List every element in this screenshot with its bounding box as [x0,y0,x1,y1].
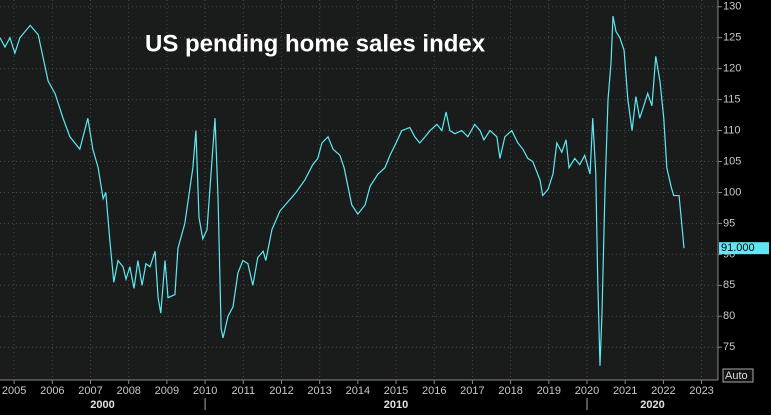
x-tick-label: 2011 [231,385,255,397]
y-tick-label: 120 [723,63,741,75]
x-tick-label: 2015 [384,385,408,397]
y-tick-label: 75 [723,341,735,353]
last-value-label: 91.000 [721,242,755,254]
x-tick-label: 2018 [498,385,522,397]
y-tick-label: 110 [723,124,741,136]
chart-title: US pending home sales index [145,30,486,57]
x-tick-label: 2005 [2,385,26,397]
last-value-box [719,242,769,255]
y-tick-label: 100 [723,186,741,198]
x-tick-label: 2023 [689,385,713,397]
x-tick-label: 2013 [307,385,331,397]
x-group-label: 2010 [384,399,408,410]
x-tick-label: 2007 [78,385,102,397]
x-group-label: 2000 [90,399,114,410]
x-tick-label: 2009 [155,385,179,397]
x-tick-label: 2016 [422,385,446,397]
y-tick-label: 95 [723,217,735,229]
y-tick-label: 85 [723,279,735,291]
x-tick-label: 2006 [40,385,64,397]
y-tick-label: 105 [723,155,741,167]
scale-mode-box [722,368,754,383]
y-tick-label: 130 [723,1,741,13]
data-line [0,15,685,366]
y-tick-label: 125 [723,32,741,44]
y-tick-label: 80 [723,310,735,322]
x-tick-label: 2017 [460,385,484,397]
scale-mode-label: Auto [725,370,748,382]
x-tick-label: 2008 [116,385,140,397]
x-tick-label: 2021 [613,385,637,397]
x-tick-label: 2020 [575,385,599,397]
x-tick-label: 2010 [193,385,217,397]
x-group-label: 2020 [640,399,664,410]
x-tick-label: 2012 [269,385,293,397]
x-tick-label: 2014 [346,385,370,397]
x-tick-label: 2019 [537,385,561,397]
y-tick-label: 115 [723,94,741,106]
x-tick-label: 2022 [651,385,675,397]
y-tick-label: 90 [723,248,735,260]
